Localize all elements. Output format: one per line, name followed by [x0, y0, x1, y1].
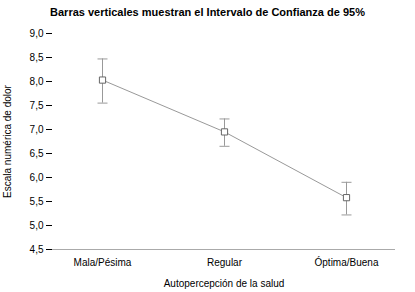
svg-text:5,0: 5,0 [30, 220, 44, 231]
svg-text:Mala/Pésima: Mala/Pésima [74, 257, 132, 268]
svg-text:Óptima/Buena: Óptima/Buena [315, 256, 379, 268]
svg-text:4,5: 4,5 [30, 244, 44, 255]
svg-text:8,5: 8,5 [30, 52, 44, 63]
svg-text:Regular: Regular [207, 257, 243, 268]
svg-text:5,5: 5,5 [30, 196, 44, 207]
svg-text:7,5: 7,5 [30, 100, 44, 111]
svg-text:Escala numérica de dolor: Escala numérica de dolor [2, 85, 13, 199]
svg-text:8,0: 8,0 [30, 76, 44, 87]
svg-text:6,5: 6,5 [30, 148, 44, 159]
html-text:Barras verticales muestran el: Barras verticales muestran el Intervalo … [50, 6, 365, 18]
svg-text:7,0: 7,0 [30, 124, 44, 135]
svg-text:Autopercepción de la salud: Autopercepción de la salud [164, 278, 285, 289]
svg-text:6,0: 6,0 [30, 172, 44, 183]
svg-text:9,0: 9,0 [30, 28, 44, 39]
